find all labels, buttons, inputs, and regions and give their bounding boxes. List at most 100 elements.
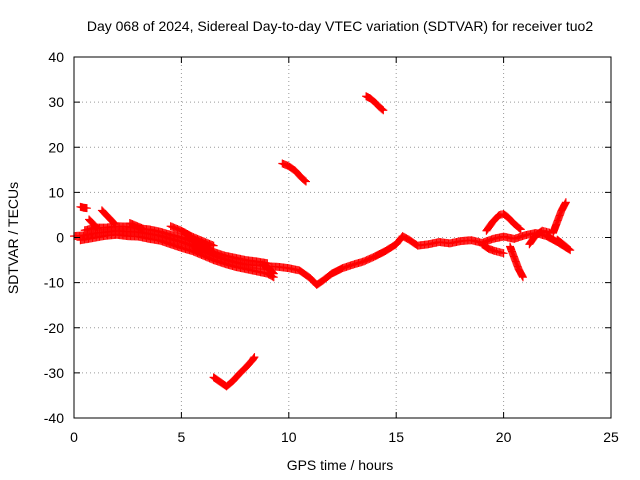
- x-tick-label: 25: [603, 429, 619, 445]
- data-point: [180, 230, 182, 232]
- series-spike-early-a: [76, 202, 91, 213]
- y-tick-label: 0: [56, 230, 64, 246]
- data-point: [305, 180, 307, 183]
- data-point: [92, 223, 94, 225]
- data-point: [116, 234, 118, 236]
- data-point: [202, 240, 204, 242]
- y-tick-label: 20: [48, 139, 64, 155]
- data-point: [137, 235, 140, 238]
- data-point: [316, 284, 318, 286]
- data-point: [382, 109, 384, 111]
- data-point: [180, 236, 182, 239]
- series-outlier-high-14h: [362, 92, 388, 115]
- data-point: [552, 232, 554, 234]
- series-outlier-10h: [278, 159, 310, 186]
- data-point: [277, 266, 279, 268]
- data-point: [569, 249, 571, 251]
- data-point: [170, 234, 172, 236]
- series-end-fall: [553, 235, 575, 255]
- data-point: [223, 263, 225, 265]
- data-point: [503, 252, 505, 254]
- data-point: [225, 385, 228, 388]
- data-point: [384, 250, 387, 252]
- data-point: [427, 243, 430, 245]
- data-point: [83, 207, 85, 209]
- data-point: [148, 228, 150, 230]
- data-point: [107, 216, 109, 218]
- data-point: [127, 231, 129, 233]
- data-point: [266, 262, 268, 264]
- data-point: [363, 260, 365, 263]
- data-point: [331, 273, 333, 275]
- data-point: [234, 261, 236, 263]
- data-point: [234, 266, 236, 268]
- data-point: [556, 239, 558, 241]
- data-point: [202, 245, 204, 248]
- data-point: [79, 206, 82, 208]
- data-point: [518, 268, 520, 270]
- series-outlier-low-7h: [209, 353, 259, 391]
- data-point: [341, 267, 344, 269]
- data-point: [105, 235, 107, 237]
- data-point: [213, 376, 215, 378]
- data-point: [301, 177, 303, 179]
- data-point: [159, 240, 161, 242]
- data-point: [494, 250, 496, 252]
- data-point: [116, 225, 118, 227]
- y-tick-label: -40: [44, 410, 64, 426]
- data-point: [560, 242, 563, 244]
- data-point: [159, 231, 161, 233]
- data-point: [84, 229, 86, 231]
- data-point: [417, 245, 419, 247]
- series-hump-20h: [482, 210, 525, 235]
- data-point: [522, 276, 524, 278]
- series-band-lower: [76, 230, 278, 282]
- data-point: [262, 263, 264, 266]
- data-point: [251, 359, 253, 361]
- data-point: [101, 209, 103, 212]
- data-point: [180, 241, 182, 243]
- series-seg-8h: [259, 260, 278, 278]
- data-point: [90, 237, 92, 240]
- data-point: [503, 235, 505, 238]
- data-point: [492, 238, 494, 240]
- data-point: [135, 225, 137, 227]
- data-point: [105, 226, 107, 229]
- x-tick-label: 20: [496, 429, 512, 445]
- series-drop-20h: [478, 240, 508, 258]
- data-point: [223, 254, 225, 257]
- data-layer: [70, 92, 575, 391]
- data-point: [365, 95, 367, 97]
- data-point: [492, 221, 494, 223]
- data-point: [213, 251, 215, 253]
- data-point: [114, 223, 116, 225]
- data-point: [97, 227, 99, 230]
- data-point: [142, 227, 144, 230]
- series-band-upper: [80, 222, 272, 268]
- y-tick-label: -30: [44, 365, 64, 381]
- data-point: [322, 279, 324, 281]
- data-point: [202, 250, 204, 252]
- y-axis-label: SDTVAR / TECUs: [5, 182, 21, 294]
- data-point: [79, 239, 82, 241]
- data-point: [253, 356, 256, 358]
- data-point: [352, 263, 354, 266]
- data-point: [374, 255, 376, 258]
- data-point: [565, 201, 567, 203]
- y-tick-label: 40: [48, 49, 64, 65]
- data-point: [180, 247, 182, 249]
- data-point: [86, 207, 88, 209]
- data-point: [369, 97, 372, 100]
- x-tick-label: 10: [281, 429, 297, 445]
- data-point: [148, 238, 150, 240]
- series-dip-segment: [166, 222, 218, 250]
- data-point: [294, 170, 296, 172]
- x-tick-label: 0: [70, 429, 78, 445]
- data-point: [148, 233, 150, 235]
- tick-layer: 0 5 10 15 20 25 -40 -30 -20 -10 0 10 20 30 40: [44, 49, 619, 445]
- chart-title: Day 068 of 2024, Sidereal Day-to-day VTE…: [87, 18, 594, 34]
- data-point: [245, 263, 247, 266]
- x-axis-label: GPS time / hours: [287, 457, 394, 473]
- data-point: [245, 366, 247, 369]
